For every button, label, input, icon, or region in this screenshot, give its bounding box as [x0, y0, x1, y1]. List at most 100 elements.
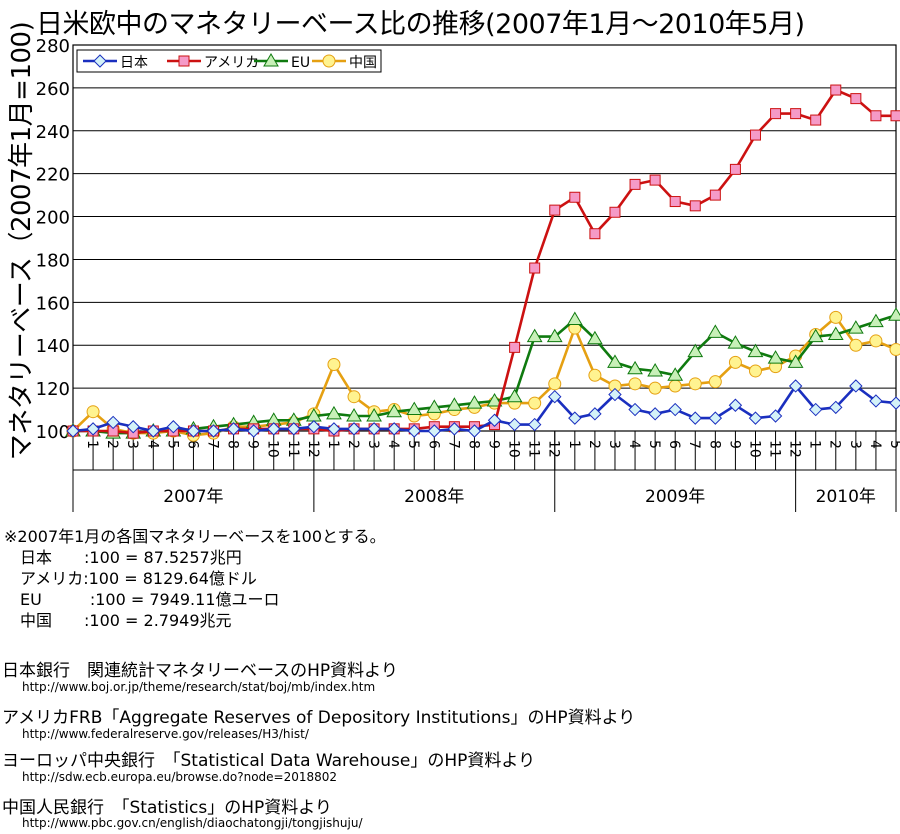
x-tick-label: 8: [465, 440, 481, 449]
legend-marker: [93, 54, 107, 68]
data-point: [728, 398, 743, 412]
data-point: [549, 204, 561, 216]
data-point: [787, 354, 804, 368]
series-line: [72, 384, 897, 433]
data-point: [727, 335, 744, 349]
legend-item: 中国: [312, 54, 377, 71]
x-tick-label: 4: [867, 440, 883, 449]
data-point: [588, 368, 602, 382]
y-tick-label: 200: [36, 208, 70, 229]
source-boj: 日本銀行 関連統計マネタリーベースのHP資料より: [2, 661, 398, 681]
x-tick-label: 8: [706, 440, 722, 449]
data-point: [307, 420, 321, 434]
source-pboc-url[interactable]: http://www.pbc.gov.cn/english/diaochaton…: [22, 816, 363, 830]
plot-frame: [72, 44, 897, 432]
data-point: [506, 388, 523, 403]
legend-label: アメリカ: [204, 55, 259, 71]
data-point: [86, 422, 100, 436]
x-tick-label: 11: [767, 440, 783, 458]
data-point: [729, 163, 741, 175]
data-point: [709, 189, 721, 201]
series-1: [67, 84, 900, 439]
data-point: [246, 424, 261, 438]
x-tick-label: 2: [586, 440, 602, 449]
note-row: 日本 :100 = 87.5257兆円: [4, 548, 242, 567]
x-tick-label: 1: [84, 440, 100, 449]
legend-label: 中国: [349, 55, 377, 71]
data-point: [486, 392, 503, 407]
y-tick-label: 240: [36, 122, 70, 143]
data-point: [126, 420, 140, 434]
y-tick-label: 100: [36, 422, 70, 443]
data-point: [166, 420, 181, 434]
y-tick-label: 280: [36, 36, 70, 57]
data-point: [609, 206, 621, 218]
x-tick-label: 6: [425, 440, 441, 449]
data-point: [587, 330, 603, 345]
data-point: [810, 114, 822, 126]
data-point: [889, 396, 900, 410]
data-point: [847, 320, 864, 334]
series-line: [73, 88, 896, 435]
data-point: [788, 379, 803, 393]
source-boj-url[interactable]: http://www.boj.or.jp/theme/research/stat…: [22, 680, 376, 694]
data-point: [427, 424, 442, 438]
data-point: [688, 377, 702, 391]
data-point: [467, 424, 482, 438]
x-tick-label: 4: [626, 440, 642, 449]
data-point: [146, 424, 160, 438]
data-point: [287, 422, 301, 436]
x-tick-label: 10: [746, 440, 762, 458]
data-point: [707, 324, 724, 338]
x-tick-label: 5: [646, 440, 662, 449]
data-point: [809, 402, 823, 417]
y-tick-label: 180: [36, 250, 70, 271]
data-point: [548, 377, 562, 391]
data-point: [526, 328, 543, 343]
source-frb-url[interactable]: http://www.federalreserve.gov/releases/H…: [22, 727, 309, 741]
data-point: [628, 402, 642, 417]
x-tick-label: 4: [144, 440, 160, 449]
data-point: [86, 405, 100, 419]
x-tick-label: 7: [204, 440, 220, 449]
data-point: [327, 422, 341, 436]
x-tick-label: 3: [847, 440, 863, 449]
x-tick-label: 3: [365, 440, 381, 449]
source-ecb-url[interactable]: http://sdw.ecb.europa.eu/browse.do?node=…: [22, 770, 338, 784]
data-point: [668, 402, 682, 417]
year-label: 2009年: [645, 487, 705, 507]
x-tick-label: 9: [486, 440, 502, 449]
x-tick-label: 4: [385, 440, 401, 449]
data-point: [366, 407, 382, 422]
x-tick-label: 6: [666, 440, 682, 449]
data-point: [346, 407, 362, 422]
data-point: [186, 424, 201, 438]
x-tick-label: 9: [726, 440, 742, 449]
data-point: [466, 395, 483, 409]
year-label: 2007年: [163, 487, 223, 507]
x-tick-label: 12: [305, 440, 321, 458]
data-point: [647, 362, 663, 377]
data-point: [446, 397, 463, 411]
legend-marker: [322, 54, 336, 68]
x-tick-label: 9: [245, 440, 261, 449]
data-point: [367, 422, 381, 436]
y-tick-label: 140: [36, 336, 70, 357]
y-tick-label: 160: [36, 293, 70, 314]
source-pboc: 中国人民銀行 「Statistics」のHP資料より: [2, 798, 332, 818]
legend-marker: [263, 53, 279, 67]
x-tick-label: 12: [787, 440, 803, 458]
data-point: [387, 422, 401, 436]
data-point: [569, 191, 581, 203]
data-point: [688, 411, 702, 425]
data-point: [548, 389, 562, 404]
x-tick-label: 11: [526, 440, 542, 458]
source-ecb: ヨーロッパ中央銀行 「Statistical Data Warehouse」のH…: [2, 751, 536, 771]
x-tick-label: 1: [566, 440, 582, 449]
legend-marker: [178, 55, 190, 67]
note-row: EU :100 = 7949.11億ユーロ: [4, 590, 280, 609]
legend-item: EU: [254, 53, 310, 71]
x-tick-label: 11: [285, 440, 301, 458]
data-point: [768, 409, 783, 423]
x-tick-label: 5: [887, 440, 900, 449]
